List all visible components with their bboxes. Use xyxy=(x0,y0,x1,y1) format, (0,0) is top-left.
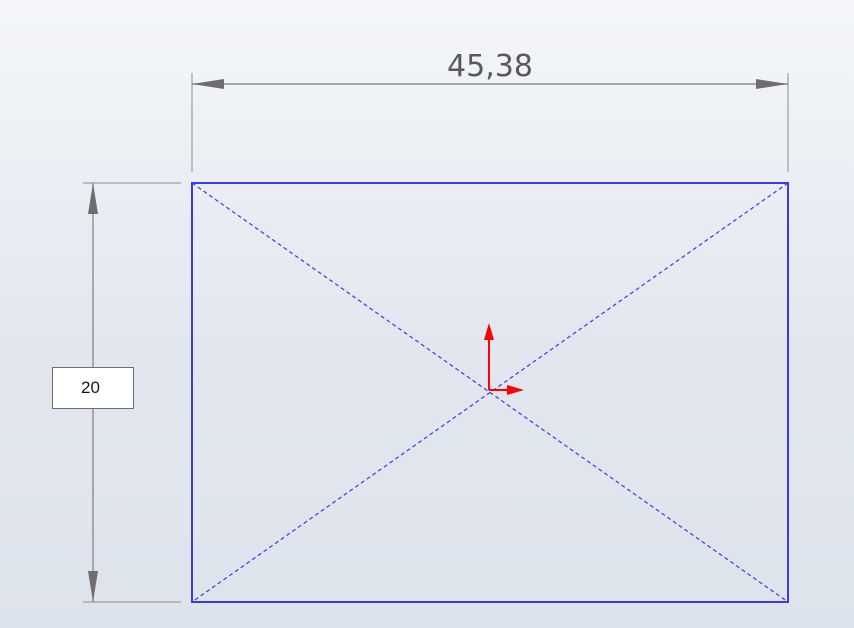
horizontal-dimension-arrow-right xyxy=(756,79,788,89)
vertical-dimension-arrow-top xyxy=(88,183,98,214)
vertical-dimension-input[interactable]: 20 xyxy=(52,367,134,409)
sketch-origin-icon[interactable] xyxy=(484,323,524,395)
construction-diagonal-2[interactable] xyxy=(191,182,789,603)
vertical-dimension-arrow-bottom xyxy=(88,571,98,602)
horizontal-dimension-arrow-left xyxy=(192,79,224,89)
sketch-rectangle[interactable] xyxy=(191,182,789,603)
horizontal-dimension-value[interactable]: 45,38 xyxy=(447,49,533,84)
